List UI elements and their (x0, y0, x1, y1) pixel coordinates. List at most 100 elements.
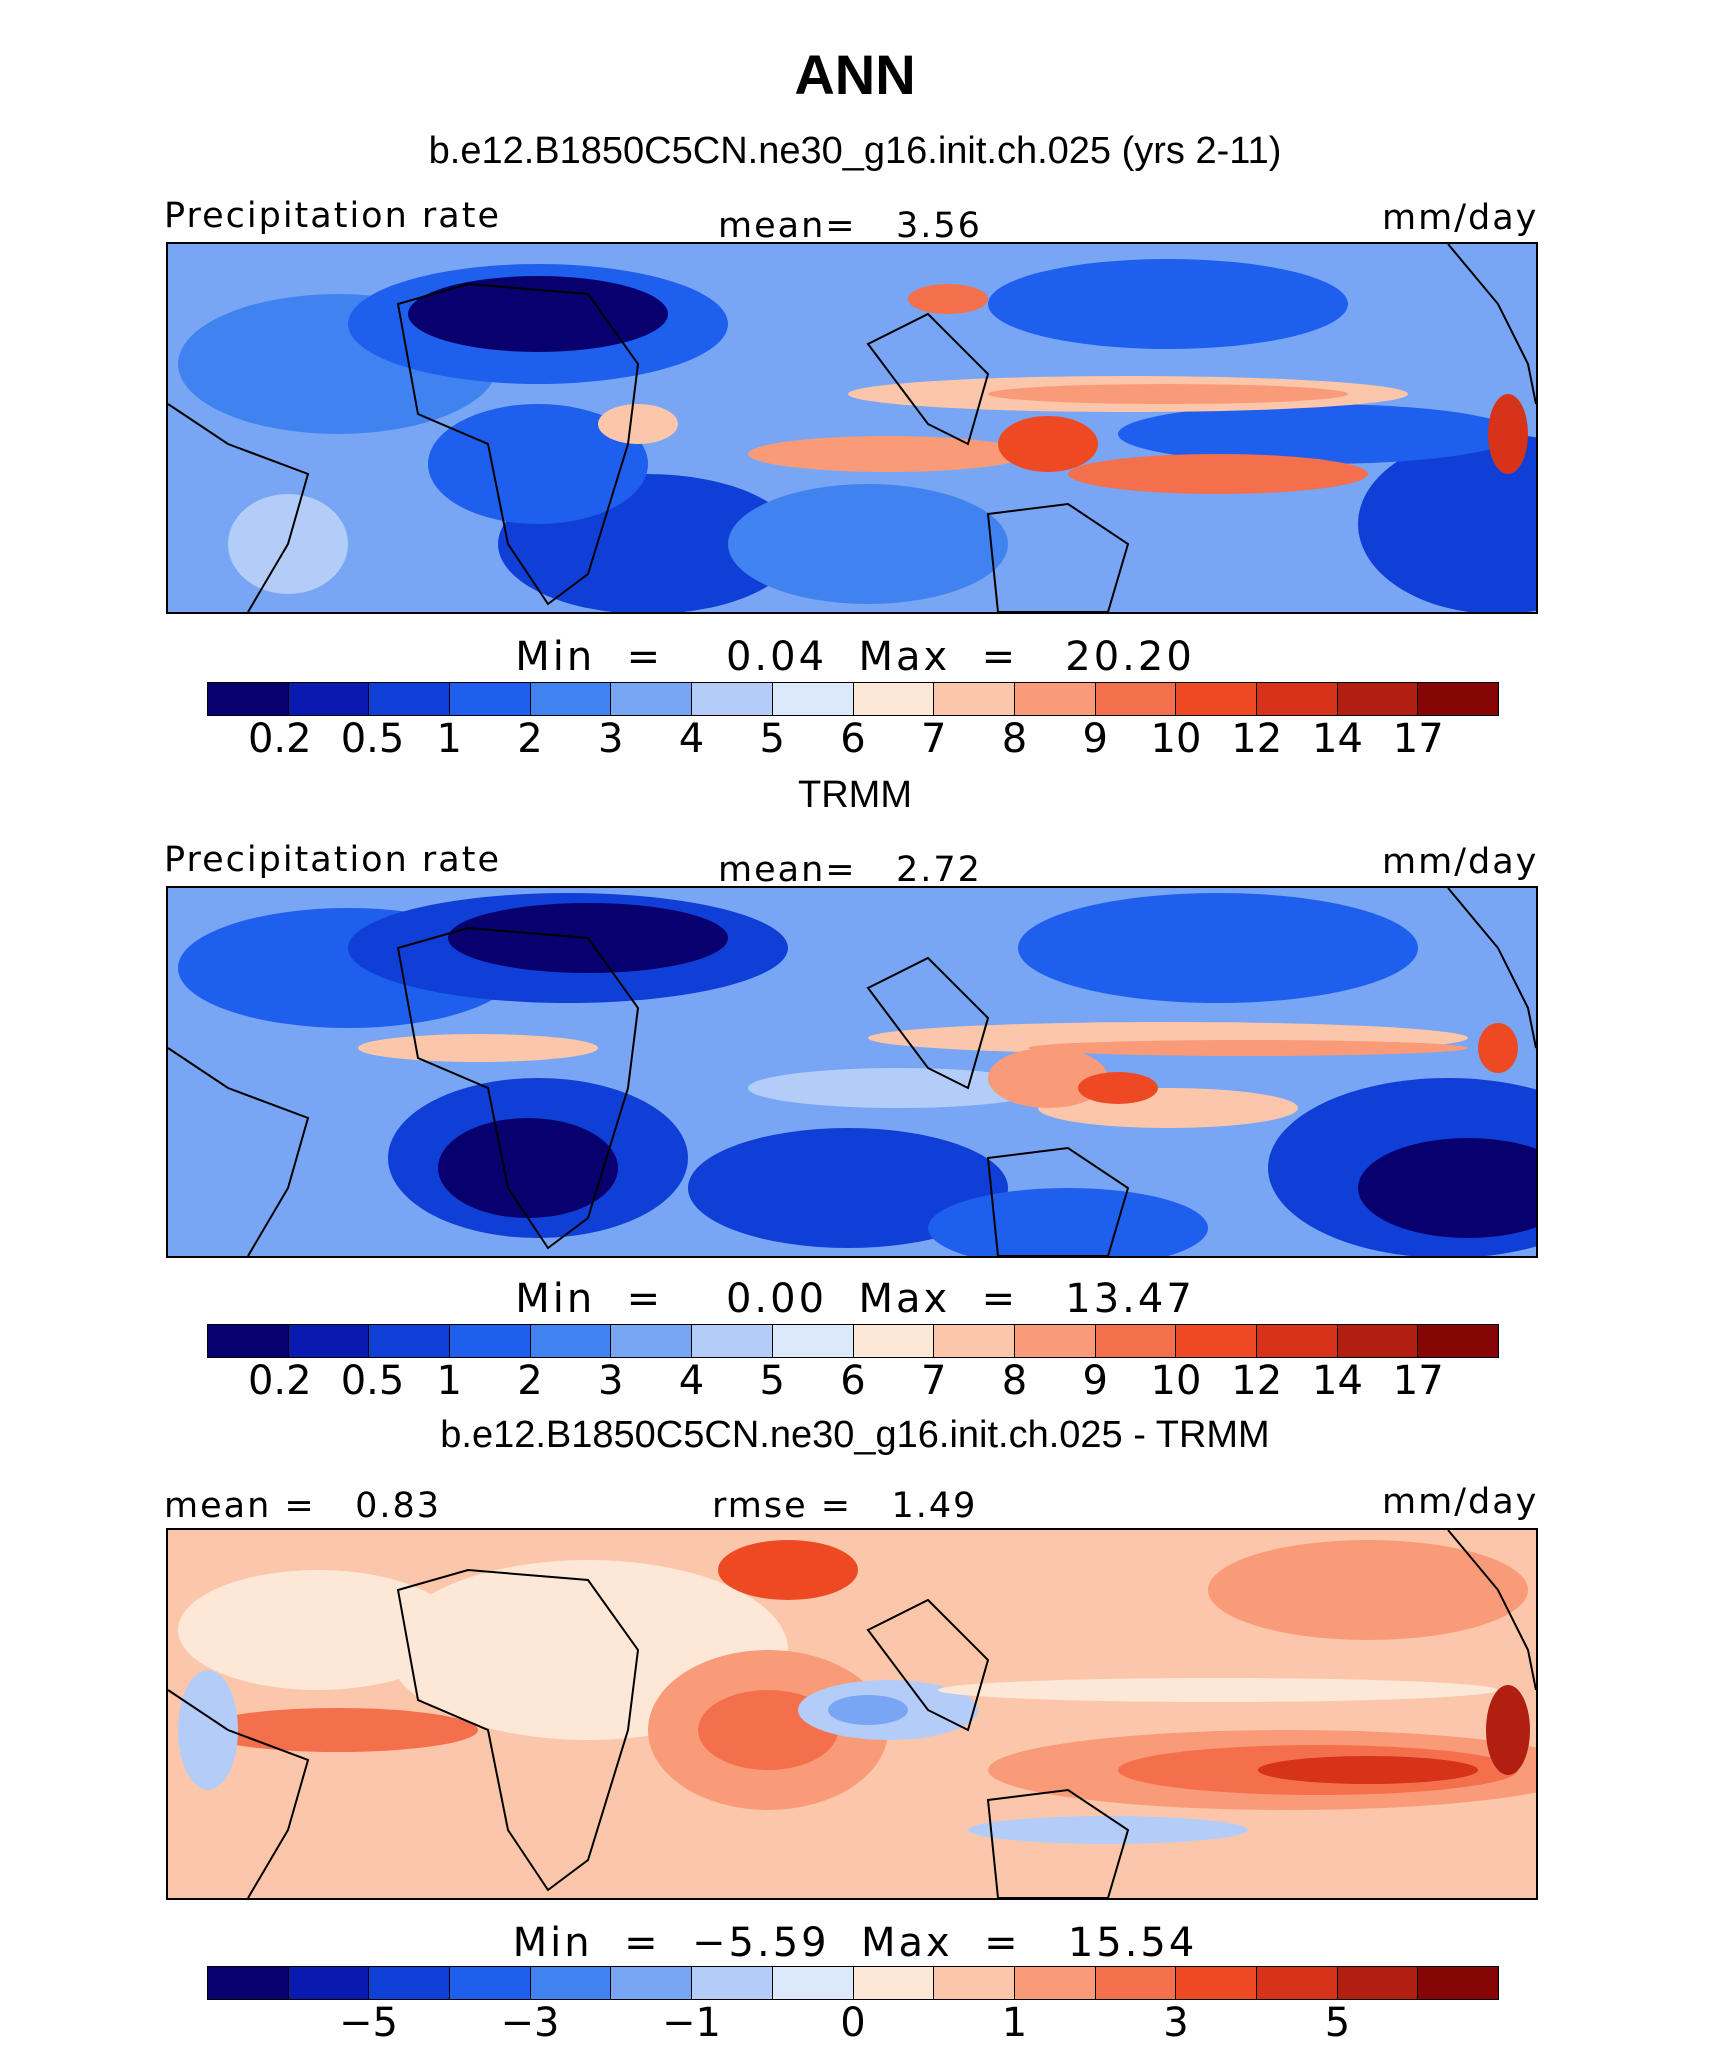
colorbar-cell (1256, 683, 1338, 715)
colorbar-tick-label: 9 (1082, 716, 1108, 762)
colorbar-tick-label: 7 (921, 716, 947, 762)
colorbar-cell (1337, 1325, 1419, 1357)
colorbar-obs (207, 1324, 1499, 1358)
colorbar-ticks-obs: 0.2 0.5 1 2 3 4 5 6 7 8 9 10 12 14 17 (207, 1358, 1499, 1406)
colorbar-cell (530, 1967, 612, 1999)
colorbar-tick-label: 17 (1392, 1358, 1444, 1404)
colorbar-cell (1256, 1967, 1338, 1999)
colorbar-tick-label: 1 (436, 716, 462, 762)
colorbar-cell (772, 1967, 854, 1999)
colorbar-cell (1095, 1967, 1177, 1999)
mean-label: mean= 2.72 (718, 850, 982, 890)
variable-label: Precipitation rate (164, 196, 501, 236)
colorbar-cell (772, 683, 854, 715)
colorbar-tick-label: 5 (759, 716, 785, 762)
colorbar-cell (1337, 1967, 1419, 1999)
colorbar-cell (1337, 683, 1419, 715)
colorbar-tick-label: 8 (1001, 716, 1028, 762)
colorbar-cell (1176, 683, 1257, 715)
colorbar-tick-label: 4 (678, 1358, 705, 1404)
colorbar-tick-label: 2 (517, 716, 543, 762)
colorbar-tick-label: 17 (1392, 716, 1444, 762)
figure-title: ANN (794, 43, 916, 106)
colorbar-cell (208, 683, 289, 715)
colorbar-tick-label: −3 (500, 2000, 560, 2046)
colorbar-tick-label: 3 (598, 1358, 624, 1404)
colorbar-tick-label: 5 (759, 1358, 785, 1404)
minmax-label: Min = −5.59 Max = 15.54 (512, 1920, 1198, 1966)
colorbar-cell (934, 683, 1015, 715)
colorbar-cell (1014, 683, 1096, 715)
colorbar-tick-label: 6 (840, 716, 866, 762)
colorbar-cell (1418, 683, 1498, 715)
colorbar-tick-label: 4 (678, 716, 705, 762)
colorbar-tick-label: 14 (1312, 1358, 1363, 1404)
colorbar-cell (611, 1325, 693, 1357)
colorbar-difference (207, 1966, 1499, 2000)
colorbar-tick-label: 3 (598, 716, 624, 762)
colorbar-cell (369, 683, 451, 715)
precip-field-model (168, 244, 1536, 612)
colorbar-tick-label: 3 (1163, 2000, 1189, 2046)
colorbar-tick-label: −1 (662, 2000, 721, 2046)
colorbar-tick-label: 0.2 (247, 716, 312, 762)
map-panel-difference (166, 1528, 1538, 1900)
panel-title-obs: TRMM (798, 774, 912, 816)
units-label: mm/day (1382, 1482, 1539, 1522)
colorbar-cell (692, 1967, 773, 1999)
units-label: mm/day (1382, 198, 1539, 238)
colorbar-tick-label: 10 (1150, 1358, 1202, 1404)
colorbar-tick-label: 0.5 (340, 1358, 405, 1404)
panel-title-difference: b.e12.B1850C5CN.ne30_g16.init.ch.025 - T… (440, 1414, 1270, 1456)
colorbar-tick-label: 8 (1001, 1358, 1028, 1404)
colorbar-tick-label: 2 (517, 1358, 543, 1404)
colorbar-cell (1095, 1325, 1177, 1357)
colorbar-cell (853, 683, 935, 715)
colorbar-cell (611, 683, 693, 715)
precip-field-obs (168, 888, 1536, 1256)
colorbar-cell (853, 1967, 935, 1999)
precip-field-difference (168, 1530, 1536, 1898)
colorbar-cell (611, 1967, 693, 1999)
colorbar-cell (208, 1325, 289, 1357)
colorbar-cell (369, 1325, 451, 1357)
map-panel-model (166, 242, 1538, 614)
mean-label: mean= 3.56 (718, 206, 982, 246)
colorbar-cell (1176, 1967, 1257, 1999)
colorbar-cell (208, 1967, 289, 1999)
colorbar-ticks-model: 0.2 0.5 1 2 3 4 5 6 7 8 9 10 12 14 17 (207, 716, 1499, 764)
colorbar-cell (530, 683, 612, 715)
colorbar-cell (1256, 1325, 1338, 1357)
colorbar-tick-label: 14 (1312, 716, 1363, 762)
colorbar-tick-label: 5 (1324, 2000, 1351, 2046)
colorbar-cell (1095, 683, 1177, 715)
colorbar-cell (1176, 1325, 1257, 1357)
colorbar-cell (1418, 1325, 1498, 1357)
colorbar-tick-label: 0 (840, 2000, 866, 2046)
colorbar-cell (288, 1967, 370, 1999)
mean-label: mean = 0.83 (164, 1486, 442, 1526)
colorbar-tick-label: 1 (1001, 2000, 1028, 2046)
colorbar-tick-label: 1 (436, 1358, 462, 1404)
map-panel-obs (166, 886, 1538, 1258)
panel-title-model: b.e12.B1850C5CN.ne30_g16.init.ch.025 (yr… (428, 130, 1282, 172)
colorbar-tick-label: −5 (339, 2000, 398, 2046)
variable-label: Precipitation rate (164, 840, 501, 880)
colorbar-cell (1014, 1325, 1096, 1357)
colorbar-cell (772, 1325, 854, 1357)
colorbar-cell (450, 1325, 531, 1357)
colorbar-cell (692, 1325, 773, 1357)
colorbar-tick-label: 9 (1082, 1358, 1108, 1404)
colorbar-cell (934, 1967, 1015, 1999)
colorbar-model (207, 682, 1499, 716)
colorbar-tick-label: 0.2 (247, 1358, 312, 1404)
colorbar-tick-label: 12 (1231, 1358, 1283, 1404)
colorbar-cell (288, 683, 370, 715)
minmax-label: Min = 0.00 Max = 13.47 (515, 1276, 1195, 1322)
colorbar-cell (288, 1325, 370, 1357)
colorbar-cell (450, 1967, 531, 1999)
colorbar-tick-label: 7 (921, 1358, 947, 1404)
colorbar-cell (369, 1967, 451, 1999)
units-label: mm/day (1382, 842, 1539, 882)
colorbar-tick-label: 12 (1231, 716, 1283, 762)
